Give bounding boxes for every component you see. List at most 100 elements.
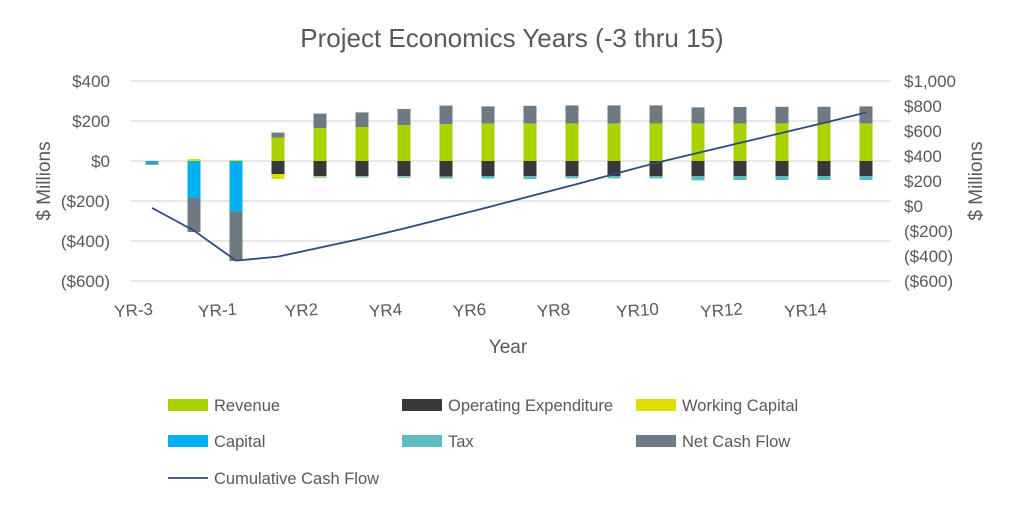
chart-title: Project Economics Years (-3 thru 15): [300, 23, 723, 53]
bar-working-capital-yr-2: [188, 159, 201, 161]
bar-net-cash-flow-yr9: [608, 105, 621, 123]
bar-net-cash-flow-yr15: [860, 106, 873, 123]
bar-revenue-yr10: [650, 123, 663, 161]
x-tick-label: YR14: [784, 300, 828, 322]
bar-net-cash-flow-yr-2: [188, 198, 201, 232]
bar-operating-expenditure-yr2: [314, 161, 327, 176]
bar-revenue-yr9: [608, 123, 621, 161]
legend-swatch: [636, 399, 676, 411]
legend-item-tax: Tax: [402, 433, 474, 451]
y-tick-label: $400: [72, 72, 110, 91]
bar-net-cash-flow-yr5: [440, 106, 453, 124]
x-tick-label: YR10: [616, 300, 660, 322]
y2-axis-label: $ Millions: [966, 141, 987, 220]
bar-revenue-yr6: [482, 123, 495, 161]
legend-item-revenue: Revenue: [168, 397, 280, 415]
bar-revenue-yr7: [524, 123, 537, 161]
bar-revenue-yr14: [818, 123, 831, 161]
bar-net-cash-flow-yr13: [776, 107, 789, 124]
cumulative-cash-flow-line: [152, 113, 866, 261]
legend-swatch: [168, 435, 208, 447]
bar-tax-yr9: [608, 176, 621, 178]
bar-net-cash-flow-yr2: [314, 114, 327, 128]
bar-tax-yr12: [734, 176, 747, 180]
bar-tax-yr3: [356, 176, 369, 177]
y2-tick-label: $1,000: [904, 72, 956, 91]
y2-tick-label: $0: [904, 197, 923, 216]
x-tick-label: YR2: [284, 300, 318, 321]
y-tick-label: $0: [91, 152, 110, 171]
bar-tax-yr4: [398, 176, 411, 177]
bar-revenue-yr15: [860, 123, 873, 161]
bar-net-cash-flow-yr1: [272, 133, 285, 138]
bar-revenue-yr13: [776, 123, 789, 161]
y2-tick-label: $400: [904, 147, 942, 166]
bar-tax-yr8: [566, 176, 579, 178]
bar-operating-expenditure-yr13: [776, 161, 789, 176]
legend-label: Cumulative Cash Flow: [214, 470, 379, 488]
left-axis-ticks: ($600) ($400) ($200) $0 $200 $400: [61, 72, 110, 291]
legend-item-working-capital: Working Capital: [636, 397, 798, 415]
cumulative-line-layer: [152, 113, 866, 261]
y2-tick-label: $800: [904, 97, 942, 116]
bar-capital-yr-2: [188, 161, 201, 198]
legend-label: Operating Expenditure: [448, 397, 613, 415]
y-tick-label: ($200): [61, 192, 110, 211]
bar-operating-expenditure-yr1: [272, 161, 285, 174]
y-tick-label: $200: [72, 112, 110, 131]
x-tick-label: YR6: [452, 300, 486, 321]
legend-label: Revenue: [214, 397, 280, 415]
bar-revenue-yr5: [440, 124, 453, 161]
y-axis-label: $ Millions: [34, 141, 55, 220]
bar-revenue-yr2: [314, 128, 327, 161]
y-tick-label: ($600): [61, 272, 110, 291]
bar-capital-yr-1: [230, 161, 243, 211]
legend-label: Capital: [214, 433, 265, 451]
bar-working-capital-yr-1: [230, 160, 243, 161]
bar-net-cash-flow-yr4: [398, 109, 411, 125]
bar-tax-yr15: [860, 176, 873, 180]
bar-operating-expenditure-yr15: [860, 161, 873, 176]
bar-capital-yr-3: [146, 161, 159, 163]
y2-tick-label: ($200): [904, 222, 953, 241]
bar-net-cash-flow-yr12: [734, 107, 747, 123]
bar-revenue-yr11: [692, 123, 705, 161]
bar-operating-expenditure-yr3: [356, 161, 369, 176]
bar-working-capital-yr2: [314, 176, 327, 177]
y-tick-label: ($400): [61, 232, 110, 251]
y2-tick-label: $200: [904, 172, 942, 191]
bar-operating-expenditure-yr7: [524, 161, 537, 176]
bar-net-cash-flow-yr-3: [146, 163, 159, 165]
bar-net-cash-flow-yr3: [356, 112, 369, 127]
y2-tick-label: $600: [904, 122, 942, 141]
bar-net-cash-flow-yr8: [566, 105, 579, 123]
y2-tick-label: ($600): [904, 272, 953, 291]
legend-item-cumulative-cash-flow: Cumulative Cash Flow: [168, 470, 379, 488]
bar-net-cash-flow-yr11: [692, 107, 705, 123]
x-tick-label: YR12: [700, 300, 744, 322]
bar-tax-yr2: [314, 177, 327, 178]
bar-tax-yr7: [524, 176, 537, 179]
bar-net-cash-flow-yr-1: [230, 211, 243, 261]
x-tick-label: YR8: [536, 300, 570, 321]
bar-tax-yr13: [776, 176, 789, 180]
bar-capital-yr6: [482, 176, 495, 177]
legend-swatch: [168, 399, 208, 411]
bar-revenue-yr8: [566, 123, 579, 161]
legend-item-net-cash-flow: Net Cash Flow: [636, 433, 790, 451]
bar-net-cash-flow-yr6: [482, 106, 495, 123]
bar-operating-expenditure-yr14: [818, 161, 831, 176]
legend-label: Net Cash Flow: [682, 433, 790, 451]
y2-tick-label: ($400): [904, 247, 953, 266]
bar-operating-expenditure-yr5: [440, 161, 453, 177]
legend-label: Tax: [448, 433, 474, 451]
bar-net-cash-flow-yr10: [650, 105, 663, 123]
legend-swatch: [402, 435, 442, 447]
bar-operating-expenditure-yr12: [734, 161, 747, 176]
legend: Revenue Operating Expenditure Working Capi…: [168, 397, 798, 488]
x-tick-label: YR-3: [114, 300, 154, 322]
right-axis-ticks: ($600) ($400) ($200) $0 $200 $400 $600 $800 $1,0…: [904, 72, 956, 291]
x-axis-label: Year: [489, 337, 528, 358]
